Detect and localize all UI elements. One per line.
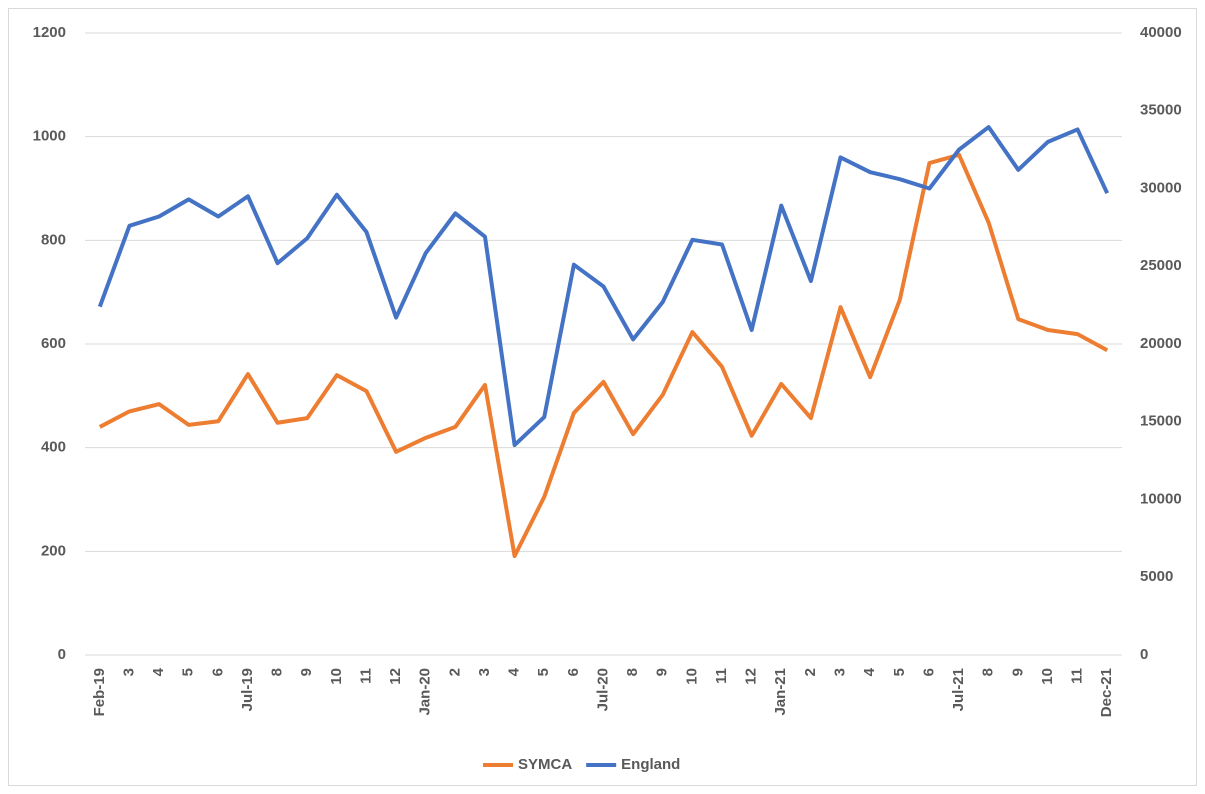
x-tick-label: 11	[1069, 668, 1086, 684]
y2-tick-label: 35000	[1140, 102, 1182, 119]
x-tick-label: 3	[120, 668, 137, 676]
y2-tick-label: 5000	[1140, 568, 1173, 585]
x-tick-label: 6	[920, 668, 937, 676]
x-tick-label: 5	[535, 668, 552, 676]
legend-label: England	[621, 756, 680, 773]
x-tick-label: 10	[683, 668, 700, 685]
y2-tick-label: 25000	[1140, 257, 1182, 274]
x-tick-label: 12	[743, 668, 760, 685]
y2-tick-label: 15000	[1140, 413, 1182, 430]
x-tick-label: 12	[387, 668, 404, 685]
y-tick-label: 1200	[33, 24, 66, 41]
y2-tick-label: 10000	[1140, 490, 1182, 507]
x-tick-label: 10	[328, 668, 345, 685]
x-tick-label: Jan-21	[772, 668, 789, 716]
x-tick-label: 9	[1009, 668, 1026, 676]
x-tick-label: Feb-19	[91, 668, 108, 716]
x-tick-label: 8	[624, 668, 641, 676]
x-tick-label: 4	[861, 667, 878, 676]
x-tick-label: 6	[565, 668, 582, 676]
x-tick-label: 4	[150, 667, 167, 676]
x-tick-label: Jul-19	[239, 668, 256, 711]
x-tick-label: 5	[180, 668, 197, 676]
x-tick-label: Jul-20	[594, 668, 611, 711]
series-line	[98, 152, 1109, 558]
y2-tick-label: 20000	[1140, 335, 1182, 352]
x-tick-label: 9	[298, 668, 315, 676]
x-tick-label: 3	[476, 668, 493, 676]
x-tick-label: 9	[654, 668, 671, 676]
x-tick-label: 2	[446, 668, 463, 676]
x-tick-label: 2	[802, 668, 819, 676]
series-line	[97, 125, 1110, 448]
x-tick-label: 11	[713, 668, 730, 684]
x-tick-label: 11	[357, 668, 374, 684]
x-tick-label: 4	[506, 667, 523, 676]
x-tick-label: 3	[831, 668, 848, 676]
y-tick-label: 800	[41, 231, 66, 248]
y-tick-label: 200	[41, 542, 66, 559]
x-tick-label: 6	[209, 668, 226, 676]
x-tick-label: 5	[891, 668, 908, 676]
x-tick-label: 8	[980, 668, 997, 676]
x-tick-label: Jan-20	[417, 668, 434, 716]
y-tick-label: 600	[41, 335, 66, 352]
x-tick-label: Jul-21	[950, 668, 967, 711]
y-tick-label: 0	[58, 646, 66, 663]
x-tick-label: Dec-21	[1098, 668, 1115, 717]
y2-tick-label: 0	[1140, 646, 1148, 663]
x-tick-label: 8	[269, 668, 286, 676]
y2-tick-label: 30000	[1140, 179, 1182, 196]
y-tick-label: 400	[41, 439, 66, 456]
y2-tick-label: 40000	[1140, 24, 1182, 41]
x-tick-label: 10	[1039, 668, 1056, 685]
legend-label: SYMCA	[518, 756, 572, 773]
y-tick-label: 1000	[33, 128, 66, 145]
